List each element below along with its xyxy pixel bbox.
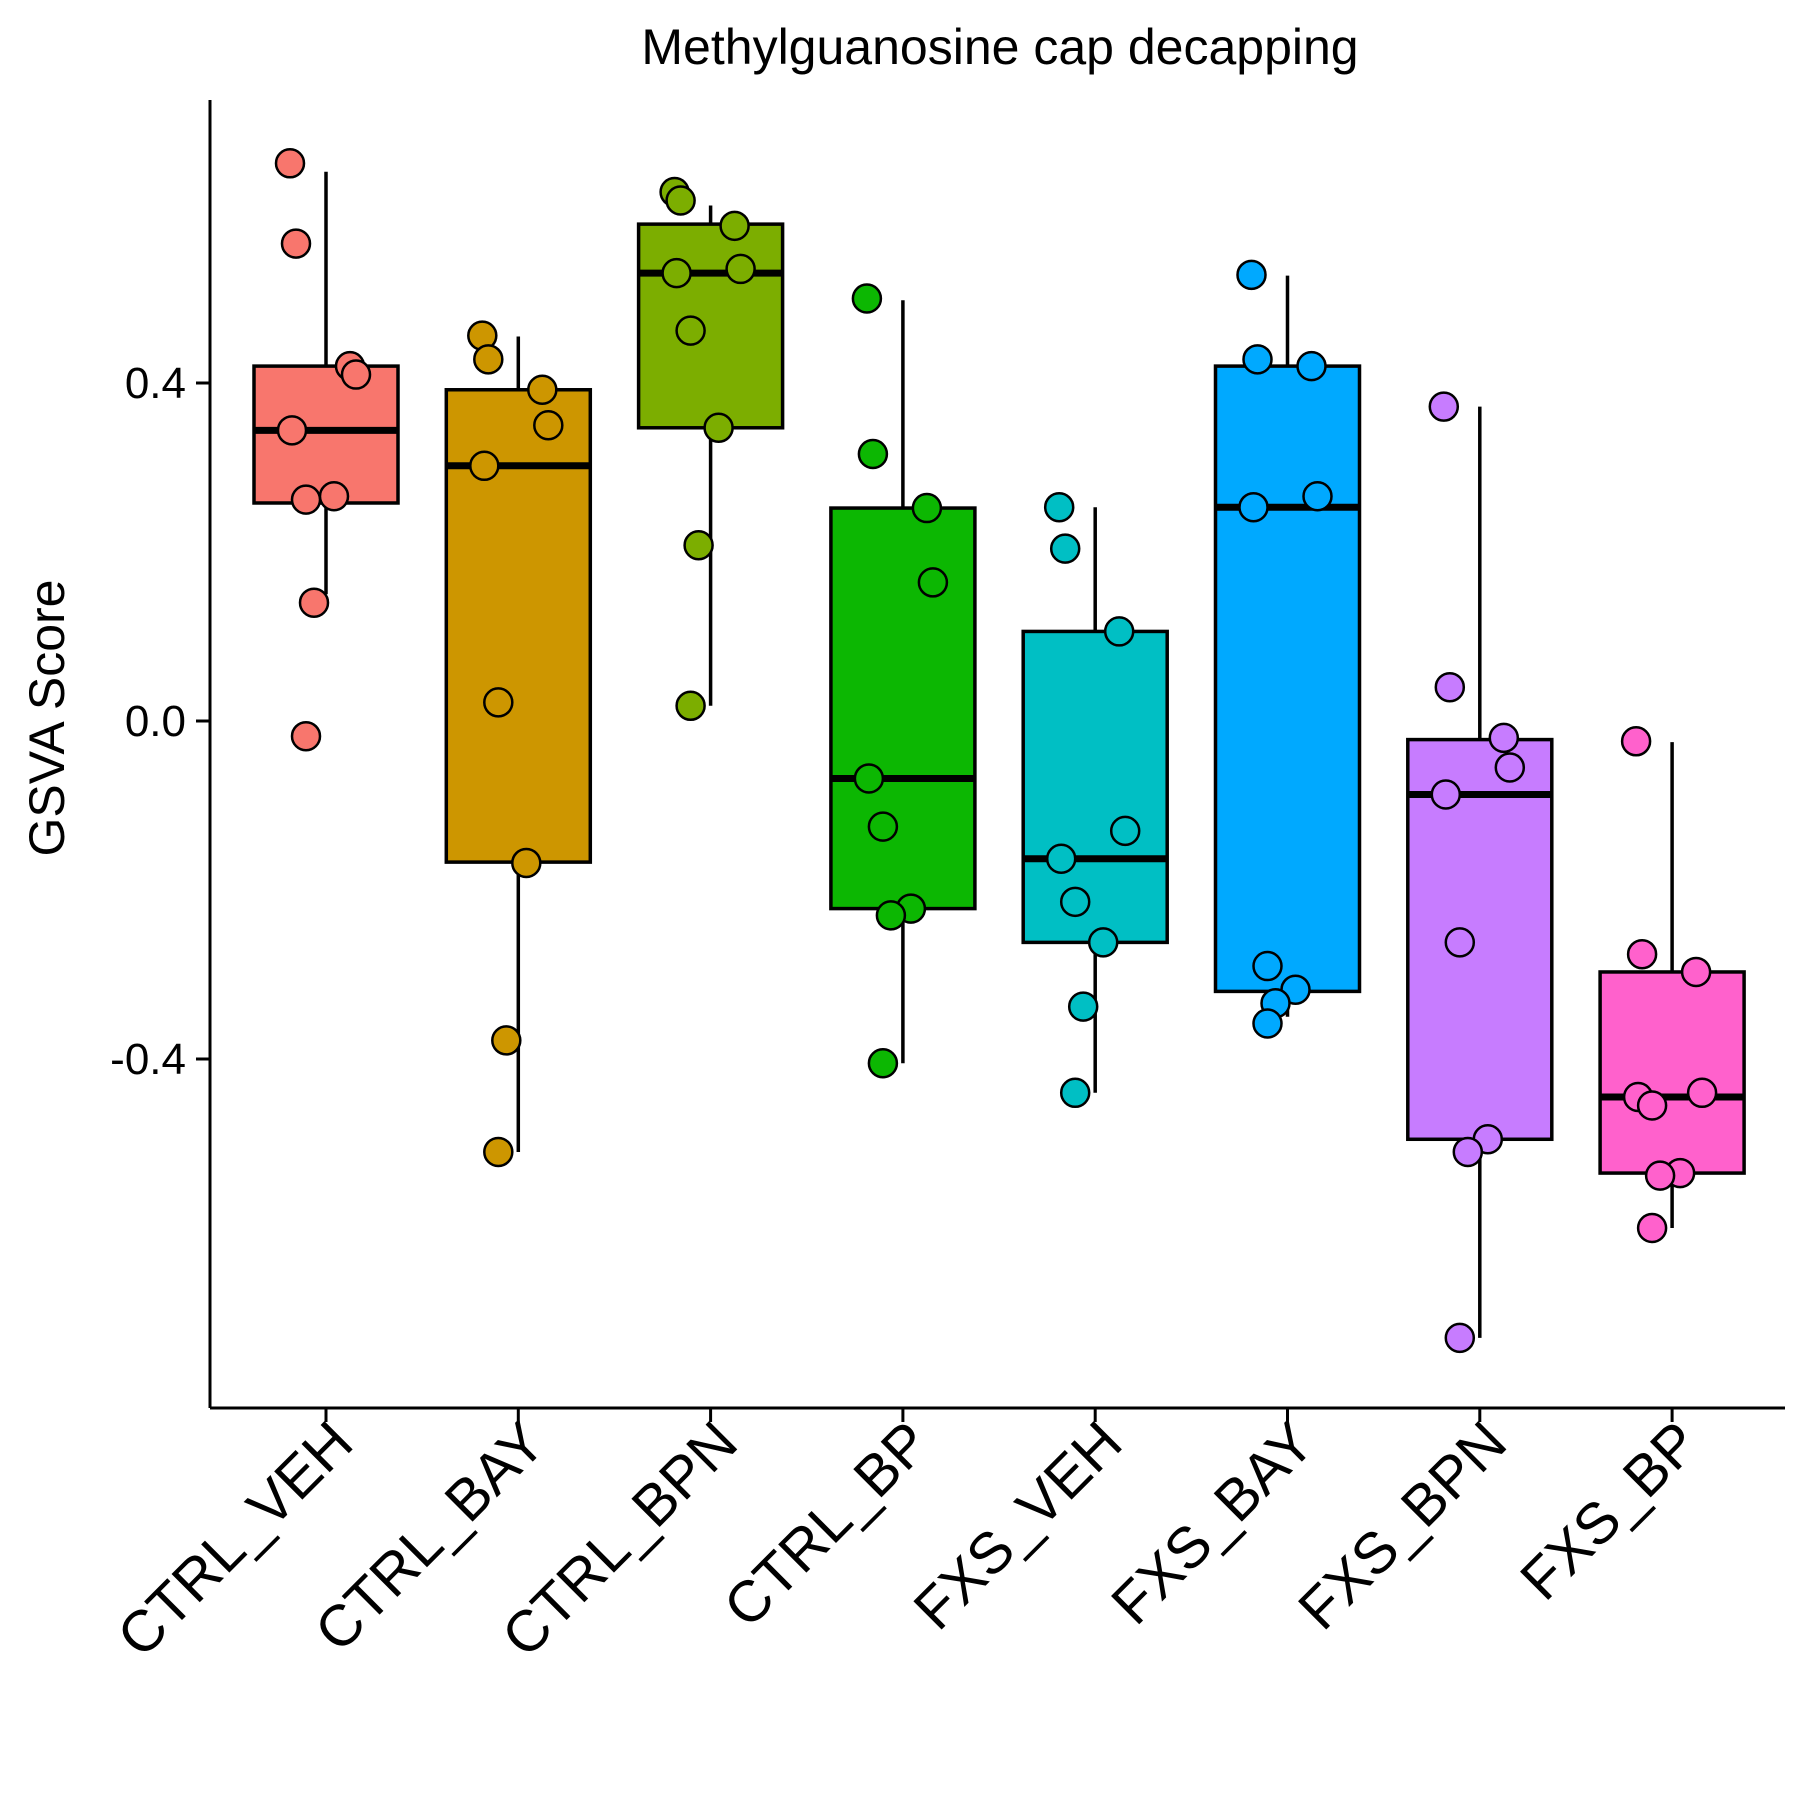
chart-title: Methylguanosine cap decapping — [641, 19, 1358, 75]
point-fxs-bpn — [1452, 1136, 1484, 1168]
point-ctrl-veh — [298, 587, 330, 618]
point-fxs-bpn — [1434, 671, 1466, 703]
point-fxs-bpn — [1494, 752, 1526, 783]
box-ctrl-bay — [444, 388, 593, 864]
point-ctrl-bpn — [675, 315, 706, 346]
point-ctrl-bay — [511, 847, 542, 879]
box-fxs-bay — [1213, 364, 1362, 994]
point-ctrl-veh — [274, 148, 306, 179]
point-fxs-bp — [1680, 956, 1712, 988]
point-fxs-veh — [1059, 1077, 1091, 1109]
point-ctrl-bpn — [661, 257, 692, 289]
point-fxs-bay — [1238, 491, 1269, 523]
group-ctrl-bp — [829, 283, 977, 1079]
point-ctrl-bp — [917, 567, 949, 598]
x-tick-label-fxs-veh: FXS_VEH — [902, 1409, 1135, 1642]
point-fxs-veh — [1043, 491, 1075, 523]
point-ctrl-bpn — [703, 412, 734, 444]
point-fxs-bpn — [1430, 779, 1462, 810]
point-ctrl-bpn — [683, 529, 714, 561]
point-fxs-bp — [1644, 1160, 1676, 1191]
point-ctrl-bpn — [719, 210, 750, 242]
box-fxs-bpn — [1406, 737, 1554, 1142]
point-ctrl-bpn — [665, 185, 696, 216]
y-tick-label: -0.4 — [110, 1035, 186, 1084]
point-fxs-veh — [1109, 815, 1141, 847]
point-ctrl-bp — [875, 900, 907, 931]
point-ctrl-bpn — [725, 253, 756, 285]
point-fxs-bp — [1686, 1077, 1718, 1109]
group-ctrl-bpn — [636, 176, 785, 722]
point-ctrl-bay — [473, 344, 504, 375]
point-fxs-bay — [1236, 259, 1267, 291]
point-fxs-veh — [1087, 927, 1119, 958]
point-ctrl-bpn — [675, 690, 706, 722]
point-fxs-bay — [1242, 344, 1273, 375]
point-fxs-veh — [1067, 991, 1099, 1022]
box-fxs-veh — [1021, 629, 1169, 945]
box-ctrl-veh — [252, 364, 400, 505]
group-fxs-veh — [1021, 491, 1169, 1109]
y-tick-label: 0.0 — [125, 697, 186, 746]
y-tick-label: 0.4 — [125, 359, 186, 408]
point-fxs-bay — [1252, 1008, 1283, 1039]
point-fxs-bp — [1626, 938, 1658, 970]
point-fxs-bpn — [1428, 391, 1460, 422]
point-ctrl-bp — [851, 283, 883, 314]
point-ctrl-bp — [911, 492, 943, 524]
point-ctrl-bp — [867, 1047, 899, 1079]
point-fxs-veh — [1103, 616, 1135, 647]
point-ctrl-veh — [276, 415, 308, 446]
point-ctrl-veh — [318, 480, 350, 512]
point-ctrl-bay — [469, 450, 500, 482]
x-tick-label-ctrl-bp: CTRL_BP — [712, 1409, 943, 1640]
group-fxs-bp — [1598, 726, 1746, 1244]
point-fxs-bpn — [1444, 1322, 1476, 1354]
point-ctrl-bp — [857, 438, 889, 470]
x-tick-label-fxs-bp: FXS_BP — [1508, 1409, 1711, 1612]
point-ctrl-veh — [280, 228, 312, 259]
box-ctrl-bpn — [636, 222, 785, 430]
point-fxs-bay — [1252, 950, 1283, 982]
point-ctrl-bay — [491, 1025, 522, 1056]
point-fxs-veh — [1049, 533, 1081, 564]
group-ctrl-bay — [444, 320, 593, 1168]
point-ctrl-bay — [483, 687, 514, 718]
point-fxs-bp — [1636, 1212, 1668, 1244]
x-tick-label-fxs-bpn: FXS_BPN — [1286, 1409, 1519, 1642]
point-ctrl-bp — [853, 763, 885, 794]
point-fxs-bp — [1636, 1090, 1668, 1121]
y-axis-title: GSVA Score — [19, 580, 75, 857]
point-ctrl-veh — [290, 720, 322, 752]
point-fxs-veh — [1059, 886, 1091, 918]
group-fxs-bpn — [1406, 391, 1554, 1354]
point-fxs-veh — [1045, 843, 1077, 874]
point-fxs-bay — [1296, 350, 1327, 382]
group-ctrl-veh — [252, 148, 400, 752]
point-fxs-bpn — [1444, 927, 1476, 958]
point-fxs-bp — [1620, 726, 1652, 757]
point-ctrl-veh — [340, 359, 372, 390]
group-fxs-bay — [1213, 259, 1362, 1039]
point-ctrl-bay — [483, 1136, 514, 1168]
plot-area — [252, 148, 1746, 1354]
point-ctrl-veh — [290, 484, 322, 515]
box-fxs-bp — [1598, 970, 1746, 1175]
box-ctrl-bp — [829, 506, 977, 911]
point-ctrl-bay — [533, 410, 564, 441]
point-fxs-bay — [1302, 480, 1333, 512]
point-fxs-bpn — [1488, 722, 1520, 754]
point-ctrl-bp — [867, 811, 899, 842]
point-ctrl-bay — [527, 374, 558, 406]
